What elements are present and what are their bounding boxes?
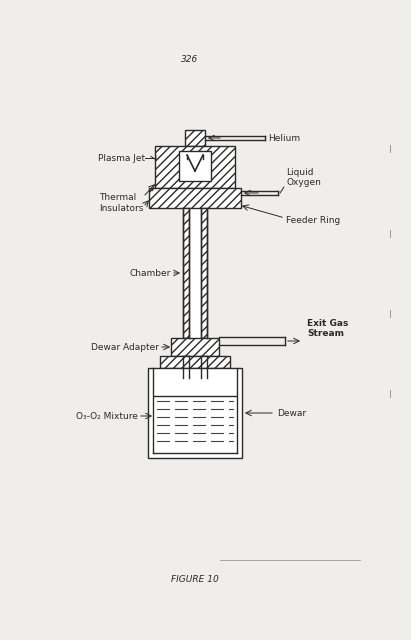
Text: O₃-O₂ Mixture: O₃-O₂ Mixture xyxy=(76,412,138,420)
Text: FIGURE 10: FIGURE 10 xyxy=(171,575,219,584)
Text: Thermal
Insulators: Thermal Insulators xyxy=(99,193,143,212)
Text: 326: 326 xyxy=(181,55,199,64)
Bar xyxy=(183,208,207,338)
Bar xyxy=(201,208,207,338)
Bar xyxy=(148,368,242,458)
Bar xyxy=(185,130,205,146)
Bar xyxy=(160,356,230,368)
Text: Plasma Jet: Plasma Jet xyxy=(98,154,145,163)
Text: Exit Gas
Stream: Exit Gas Stream xyxy=(307,319,349,338)
Bar xyxy=(183,356,207,378)
Bar xyxy=(149,188,241,208)
Bar xyxy=(201,356,207,378)
Bar xyxy=(179,151,211,181)
Bar xyxy=(183,356,189,378)
Text: Chamber: Chamber xyxy=(129,269,171,278)
Text: Helium: Helium xyxy=(268,134,300,143)
Text: Dewar Adapter: Dewar Adapter xyxy=(91,342,159,351)
Bar xyxy=(171,338,219,356)
Text: Liquid
Oxygen: Liquid Oxygen xyxy=(286,168,321,187)
Bar xyxy=(183,208,189,338)
Bar xyxy=(155,146,235,188)
Text: Feeder Ring: Feeder Ring xyxy=(286,216,340,225)
Text: Dewar: Dewar xyxy=(277,408,306,417)
